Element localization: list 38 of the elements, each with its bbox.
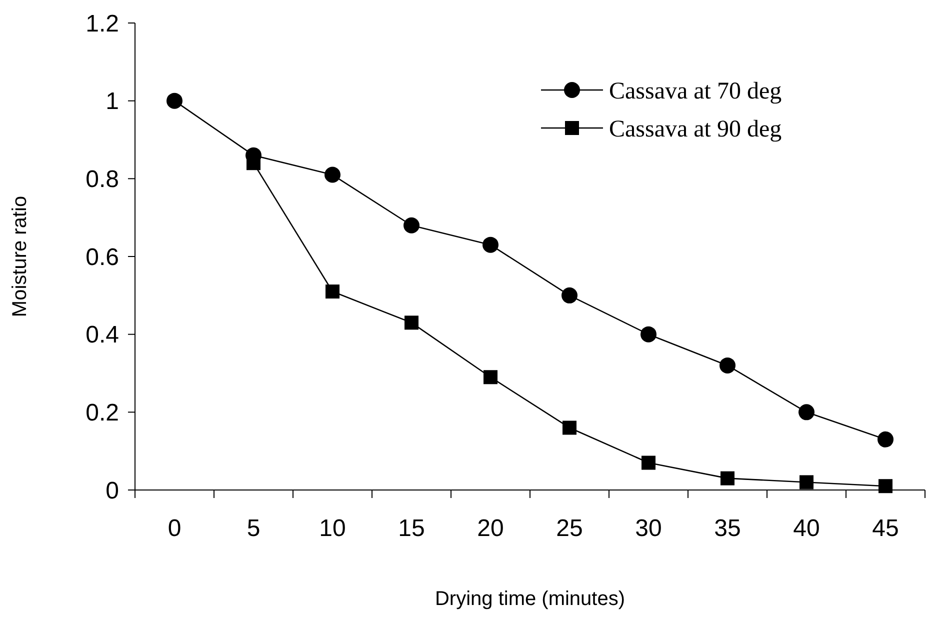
point bbox=[878, 479, 892, 494]
point bbox=[878, 431, 894, 448]
legend-label: Cassava at 70 deg bbox=[609, 78, 782, 104]
point bbox=[800, 475, 814, 490]
y-tick-label: 0.2 bbox=[86, 400, 119, 427]
point bbox=[720, 471, 734, 486]
point bbox=[326, 284, 340, 299]
x-tick-label: 30 bbox=[635, 515, 662, 542]
x-tick-label: 10 bbox=[319, 515, 346, 542]
x-tick-label: 15 bbox=[398, 515, 425, 542]
y-tick-label: 0.6 bbox=[86, 244, 119, 271]
point bbox=[482, 236, 498, 253]
y-tick-label: 0.4 bbox=[86, 322, 119, 349]
y-tick-label: 1 bbox=[106, 88, 119, 116]
y-axis-title: Moisture ratio bbox=[9, 196, 31, 318]
x-tick-label: 0 bbox=[168, 515, 182, 542]
point bbox=[720, 357, 736, 374]
point bbox=[642, 456, 656, 470]
x-tick-label: 45 bbox=[872, 515, 899, 542]
x-tick-label: 5 bbox=[246, 515, 260, 542]
legend-label: Cassava at 90 deg bbox=[609, 116, 782, 142]
point bbox=[798, 404, 814, 420]
point bbox=[562, 420, 576, 435]
x-tick-label: 35 bbox=[714, 515, 741, 542]
point bbox=[404, 316, 418, 330]
point bbox=[640, 326, 656, 342]
x-tick-label: 40 bbox=[793, 515, 820, 542]
x-tick-label: 25 bbox=[556, 515, 583, 542]
point bbox=[404, 217, 420, 234]
x-tick-label: 20 bbox=[477, 515, 504, 542]
y-tick-label: 1.2 bbox=[86, 10, 119, 38]
point bbox=[324, 166, 340, 183]
x-axis-title: Drying time (minutes) bbox=[434, 588, 626, 610]
point bbox=[484, 370, 498, 384]
point bbox=[562, 287, 578, 304]
y-tick-label: 0 bbox=[106, 477, 119, 504]
point bbox=[166, 92, 182, 109]
y-tick-label: 0.8 bbox=[86, 166, 119, 194]
